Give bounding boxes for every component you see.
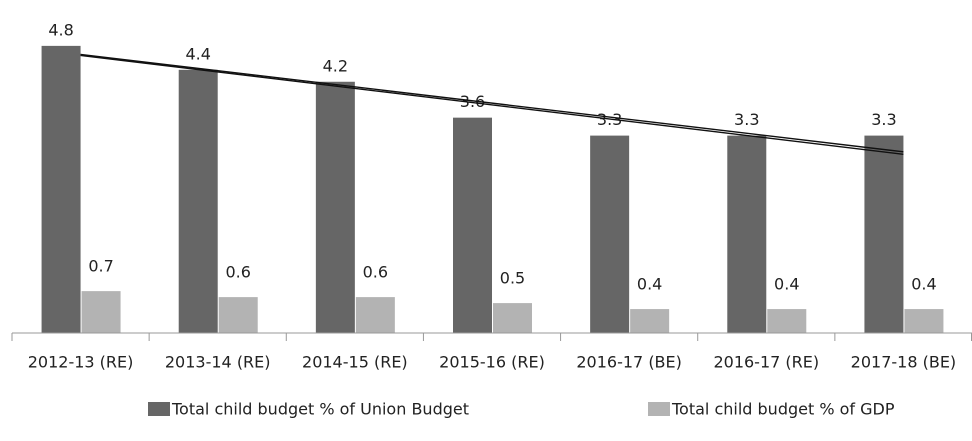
- data-label: 0.6: [225, 263, 250, 282]
- x-tick-label: 2014-15 (RE): [302, 353, 408, 372]
- legend-label: Total child budget % of GDP: [671, 400, 895, 419]
- x-tick-label: 2016-17 (BE): [576, 353, 682, 372]
- x-tick-label: 2015-16 (RE): [439, 353, 545, 372]
- data-label: 0.7: [88, 257, 113, 276]
- data-label: 0.4: [637, 275, 662, 294]
- data-label: 4.2: [323, 56, 348, 75]
- bar: [178, 69, 218, 334]
- bar: [727, 135, 767, 333]
- bar: [81, 291, 121, 333]
- bar: [355, 297, 395, 333]
- bar: [630, 309, 670, 333]
- data-label: 0.4: [774, 275, 799, 294]
- trend-line: [80, 54, 904, 156]
- legend-swatch: [148, 402, 170, 416]
- x-tick-label: 2017-18 (BE): [851, 353, 957, 372]
- legend-swatch: [648, 402, 670, 416]
- data-label: 3.3: [734, 110, 759, 129]
- bar: [453, 117, 492, 334]
- data-label: 4.4: [185, 44, 210, 63]
- legend-label: Total child budget % of Union Budget: [171, 400, 469, 419]
- bar: [493, 303, 532, 333]
- data-label: 4.8: [48, 20, 73, 39]
- data-label: 3.3: [871, 110, 896, 129]
- bar: [864, 135, 904, 333]
- bar: [590, 135, 630, 333]
- bar: [767, 309, 807, 333]
- x-tick-label: 2016-17 (RE): [713, 353, 819, 372]
- trend-line: [80, 53, 904, 153]
- data-label: 0.4: [911, 275, 936, 294]
- x-tick-label: 2013-14 (RE): [165, 353, 271, 372]
- data-label: 0.6: [363, 263, 388, 282]
- bar: [315, 81, 355, 333]
- data-label: 3.6: [460, 92, 485, 111]
- bar: [41, 45, 81, 333]
- bar: [218, 297, 258, 333]
- data-label: 0.5: [500, 269, 525, 288]
- bar: [904, 309, 944, 333]
- x-tick-label: 2012-13 (RE): [28, 353, 134, 372]
